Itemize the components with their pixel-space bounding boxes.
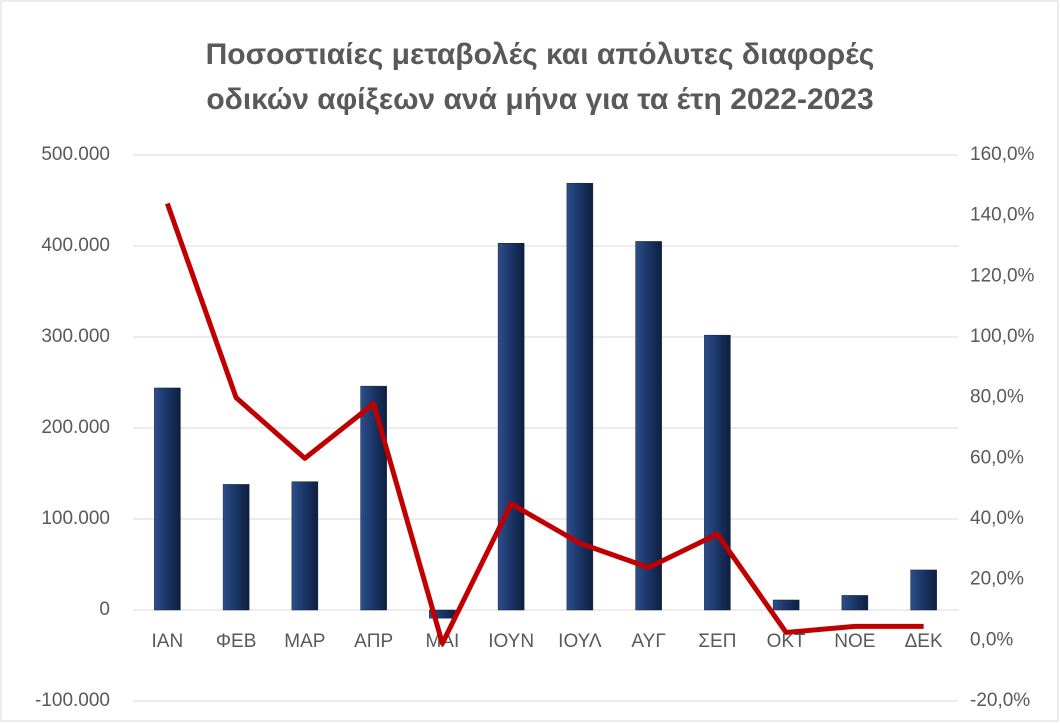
bar	[360, 385, 387, 611]
x-tick-label: ΙΑΝ	[152, 631, 184, 652]
y-tick-label: 500.000	[41, 144, 110, 165]
y-tick-label: 0	[99, 599, 110, 620]
bar	[497, 243, 525, 611]
y-tick-label: 100.000	[41, 508, 110, 529]
x-tick-label: ΣΕΠ	[698, 631, 736, 652]
x-tick-label: ΝΟΕ	[834, 631, 875, 652]
y2-tick-label: 80,0%	[970, 387, 1024, 408]
bar	[154, 387, 181, 611]
y2-tick-label: 0,0%	[970, 629, 1013, 650]
y2-tick-label: -20,0%	[970, 690, 1030, 711]
chart-title: οδικών αφίξεων ανά μήνα για τα έτη 2022-…	[206, 83, 873, 116]
y-tick-label: 200.000	[41, 417, 110, 438]
x-tick-label: ΔΕΚ	[905, 631, 943, 652]
x-tick-label: ΦΕΒ	[216, 631, 257, 652]
bar	[635, 241, 662, 611]
x-tick-label: ΜΑΡ	[284, 631, 325, 652]
bar	[222, 484, 250, 611]
x-tick-label: ΑΥΓ	[631, 631, 665, 652]
bar	[910, 569, 937, 611]
y2-tick-label: 60,0%	[970, 447, 1024, 468]
x-tick-label: ΙΟΥΛ	[558, 631, 602, 652]
y2-tick-label: 100,0%	[970, 326, 1035, 347]
line	[165, 202, 924, 646]
x-tick-label: ΙΟΥΝ	[488, 631, 534, 652]
bar	[704, 334, 731, 611]
bar	[772, 599, 800, 611]
bar	[291, 481, 319, 611]
x-tick-label: ΑΠΡ	[354, 631, 393, 652]
y-tick-label: -100.000	[35, 690, 110, 711]
x-tick-label: ΟΚΤ	[767, 631, 806, 652]
y2-tick-label: 120,0%	[970, 265, 1035, 286]
y2-tick-label: 160,0%	[970, 144, 1035, 165]
y2-tick-label: 40,0%	[970, 508, 1024, 529]
chart-title: Ποσοστιαίες μεταβολές και απόλυτες διαφο…	[206, 38, 875, 71]
bar	[841, 595, 869, 611]
y2-tick-label: 140,0%	[970, 205, 1035, 226]
y-tick-label: 300.000	[41, 326, 110, 347]
y2-tick-label: 20,0%	[970, 569, 1024, 590]
y-tick-label: 400.000	[41, 235, 110, 256]
